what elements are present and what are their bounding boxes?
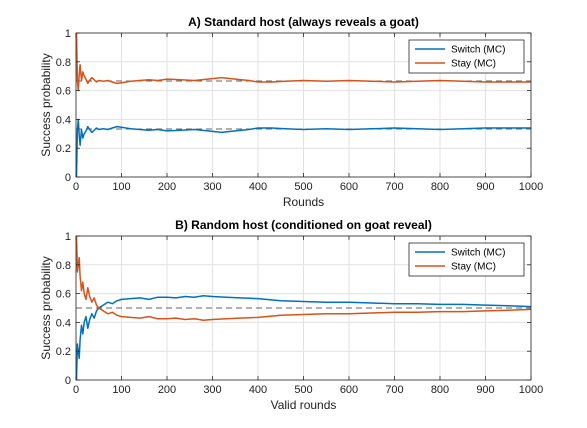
- legend: Switch (MC) Stay (MC): [408, 242, 525, 277]
- x-tick-label: 200: [158, 181, 176, 193]
- x-tick-label: 800: [431, 384, 449, 396]
- chart-panel-b: 0 100 200 300 400 500 600 700 800 900 1000 0 0.2 0.4 0…: [39, 218, 543, 412]
- x-tick-label: 800: [431, 181, 449, 193]
- x-tick-label: 500: [294, 181, 312, 193]
- y-tick-label: 0: [65, 375, 71, 387]
- x-tick-label: 1000: [519, 181, 543, 193]
- x-tick-label: 500: [294, 384, 312, 396]
- y-tick-label: 0.6: [56, 86, 71, 98]
- x-tick-label: 600: [340, 181, 358, 193]
- y-tick-label: 0.6: [56, 289, 71, 301]
- y-axis-label: Success probability: [39, 256, 53, 359]
- legend-label-switch: Switch (MC): [451, 45, 505, 56]
- y-tick-label: 0.2: [56, 346, 71, 358]
- x-tick-label: 300: [203, 384, 221, 396]
- x-axis-label: Valid rounds: [271, 398, 337, 412]
- series-line-stay: [75, 235, 532, 321]
- x-tick-label: 900: [476, 181, 494, 193]
- y-tick-label: 0.2: [56, 143, 71, 155]
- legend-label-switch: Switch (MC): [451, 248, 505, 259]
- y-tick-label: 0: [65, 172, 71, 184]
- y-tick-label: 0.4: [56, 114, 71, 126]
- series-line-switch: [75, 118, 531, 178]
- legend-box: [408, 242, 525, 277]
- y-tick-label: 1: [65, 231, 71, 243]
- series-line-switch: [75, 295, 532, 381]
- y-tick-label: 0.4: [56, 317, 71, 329]
- y-tick-label: 1: [65, 28, 71, 40]
- legend-box: [408, 39, 525, 74]
- x-tick-label: 400: [249, 384, 267, 396]
- x-tick-label: 400: [249, 181, 267, 193]
- x-tick-label: 100: [112, 181, 130, 193]
- x-tick-label: 300: [203, 181, 221, 193]
- chart-title: B) Random host (conditioned on goat reve…: [175, 218, 432, 232]
- x-tick-label: 200: [158, 384, 176, 396]
- y-axis-label: Success probability: [39, 53, 53, 156]
- x-tick-label: 700: [385, 181, 403, 193]
- legend: Switch (MC) Stay (MC): [408, 39, 525, 74]
- x-tick-label: 0: [73, 384, 79, 396]
- x-tick-label: 900: [476, 384, 494, 396]
- series-line-stay: [75, 32, 531, 92]
- chart-title: A) Standard host (always reveals a goat): [188, 15, 419, 29]
- x-tick-label: 700: [385, 384, 403, 396]
- legend-label-stay: Stay (MC): [451, 262, 496, 273]
- x-tick-label: 1000: [519, 384, 543, 396]
- y-tick-label: 0.8: [56, 260, 71, 272]
- chart-panel-a: 0 100 200 300 400 500 600 700 800 900 1000 0 0.2 0.4 0…: [39, 15, 543, 209]
- x-tick-label: 100: [112, 384, 130, 396]
- y-tick-label: 0.8: [56, 57, 71, 69]
- x-axis-label: Rounds: [283, 195, 324, 209]
- legend-label-stay: Stay (MC): [451, 59, 496, 70]
- x-tick-label: 600: [340, 384, 358, 396]
- x-tick-label: 0: [73, 181, 79, 193]
